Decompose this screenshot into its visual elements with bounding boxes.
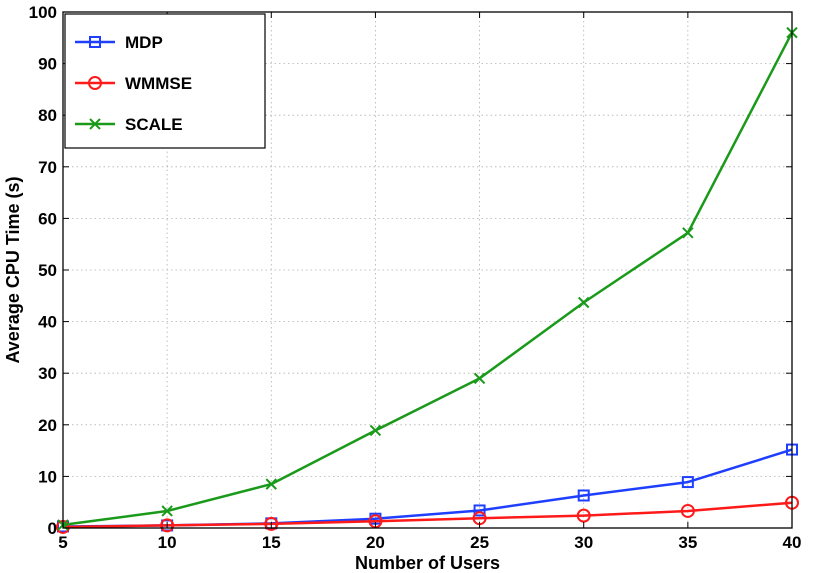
y-tick-label: 10 <box>38 467 57 486</box>
legend-marker-mdp <box>89 36 101 48</box>
series-layer <box>56 26 799 534</box>
data-point-scale <box>265 478 277 490</box>
x-tick-label: 15 <box>262 533 281 552</box>
legend: MDP WMMSE SCALE <box>64 13 266 149</box>
legend-marker-wmmse <box>88 76 102 90</box>
tick-layer: 5 10 15 20 25 30 35 40 0 10 20 30 40 50 60 70 80 90 100 <box>29 3 802 552</box>
data-point-scale <box>161 505 173 517</box>
data-point-scale <box>473 372 486 385</box>
y-tick-label: 70 <box>38 158 57 177</box>
y-tick-label: 90 <box>38 55 57 74</box>
x-axis-label: Number of Users <box>355 553 500 573</box>
series-wmmse <box>56 495 799 534</box>
y-tick-label: 50 <box>38 261 57 280</box>
series-mdp <box>57 443 798 533</box>
x-tick-label: 25 <box>470 533 489 552</box>
legend-item-mdp: MDP <box>75 33 163 52</box>
y-axis-label: Average CPU Time (s) <box>3 176 23 363</box>
y-tick-label: 0 <box>48 519 57 538</box>
x-tick-label: 5 <box>58 533 67 552</box>
x-tick-label: 20 <box>366 533 385 552</box>
legend-item-wmmse: WMMSE <box>75 74 192 93</box>
y-tick-label: 100 <box>29 3 57 22</box>
y-tick-label: 30 <box>38 364 57 383</box>
legend-label-scale: SCALE <box>125 115 183 134</box>
x-tick-label: 40 <box>783 533 802 552</box>
y-tick-label: 80 <box>38 106 57 125</box>
y-tick-label: 40 <box>38 313 57 332</box>
data-point-mdp <box>681 476 694 489</box>
data-point-scale <box>682 227 694 239</box>
y-tick-label: 60 <box>38 209 57 228</box>
data-point-mdp <box>577 489 590 502</box>
x-tick-label: 30 <box>574 533 593 552</box>
legend-item-scale: SCALE <box>75 115 183 134</box>
data-point-wmmse <box>264 516 279 531</box>
y-tick-label: 20 <box>38 416 57 435</box>
legend-label-wmmse: WMMSE <box>125 74 192 93</box>
data-point-wmmse <box>576 508 591 523</box>
legend-label-mdp: MDP <box>125 33 163 52</box>
data-point-wmmse <box>160 518 175 533</box>
series-line-scale <box>62 32 794 527</box>
legend-marker-scale <box>89 118 101 130</box>
x-tick-label: 10 <box>158 533 177 552</box>
data-point-scale <box>369 424 382 437</box>
x-tick-label: 35 <box>678 533 697 552</box>
data-point-mdp <box>473 504 486 517</box>
data-point-wmmse <box>680 503 695 518</box>
series-line-wmmse <box>62 501 793 529</box>
data-point-scale <box>578 296 590 309</box>
